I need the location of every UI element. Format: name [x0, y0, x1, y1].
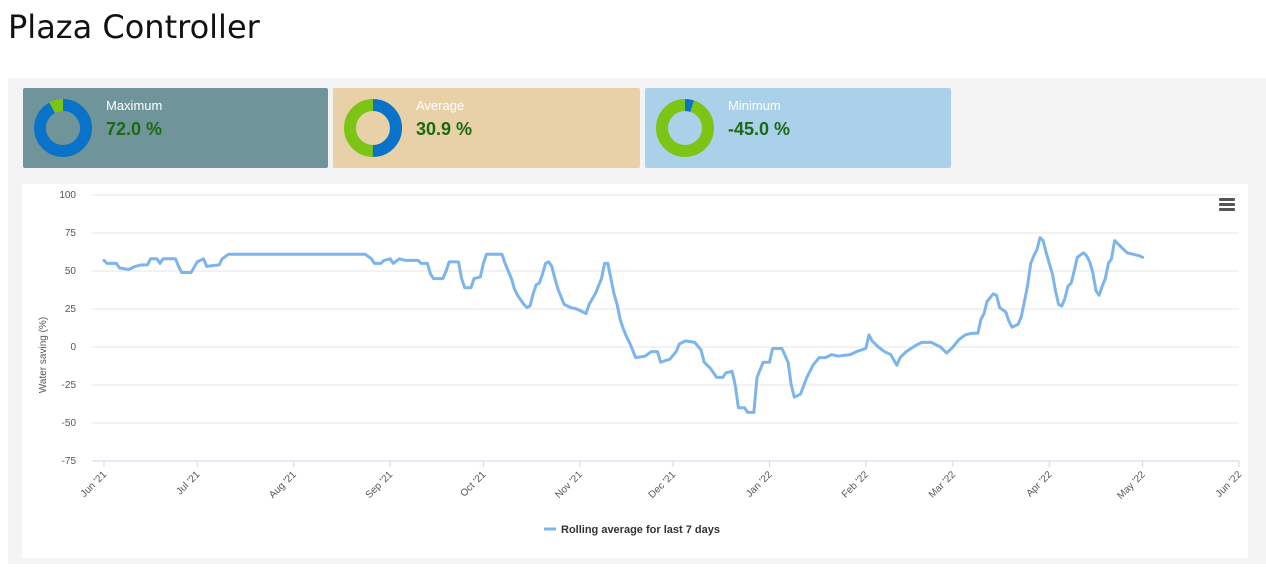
stat-value: 72.0 % — [106, 119, 163, 139]
legend-label: Rolling average for last 7 days — [561, 524, 720, 536]
y-axis: 100 75 50 25 0 -25 -50 -75 — [59, 190, 76, 467]
grid-layer — [92, 194, 1239, 462]
x-tick-label: Jan '22 — [744, 469, 775, 500]
stat-card-average: Average 30.9 % — [333, 88, 640, 168]
series-layer — [102, 236, 1145, 414]
x-tick-label: Sep '21 — [364, 469, 396, 501]
x-tick-label: Aug '21 — [267, 469, 299, 501]
dashboard: Maximum 72.0 % Average 30.9 % Minimum -4… — [8, 78, 1266, 564]
y-tick-label: 0 — [70, 342, 76, 353]
donut-chart-icon — [344, 99, 402, 157]
stat-card-maximum: Maximum 72.0 % — [23, 88, 328, 168]
stat-value: -45.0 % — [728, 119, 791, 139]
series-line — [102, 236, 1145, 414]
stat-label: Average — [416, 98, 465, 113]
x-tick-label: Jun '22 — [1214, 469, 1245, 500]
x-tick-label: Oct '21 — [459, 469, 489, 499]
page-title: Plaza Controller — [8, 8, 260, 46]
x-tick-label: Jun '21 — [79, 469, 110, 500]
x-tick-label: Nov '21 — [553, 469, 585, 501]
donut-segment — [344, 99, 402, 157]
stat-value: 30.9 % — [416, 119, 473, 139]
x-tick-label: Feb '22 — [840, 469, 871, 500]
y-tick-label: -25 — [62, 380, 77, 391]
x-tick-label: Apr '22 — [1024, 469, 1054, 499]
chart-panel: 100 75 50 25 0 -25 -50 -75 Jun '21 Jul '21 Aug '2… — [22, 184, 1248, 558]
line-chart: 100 75 50 25 0 -25 -50 -75 Jun '21 Jul '21 Aug '2… — [38, 190, 1245, 536]
x-tick-label: Jul '21 — [174, 469, 202, 497]
y-tick-label: 75 — [65, 228, 77, 239]
donut-segment — [656, 99, 714, 157]
legend: Rolling average for last 7 days — [544, 524, 720, 536]
y-tick-label: 25 — [65, 304, 77, 315]
x-tick-label: Mar '22 — [927, 469, 958, 500]
stat-card-minimum: Minimum -45.0 % — [645, 88, 951, 168]
x-tick-label: May '22 — [1115, 469, 1148, 502]
y-tick-label: -75 — [62, 456, 77, 467]
stat-label: Maximum — [106, 98, 163, 113]
y-tick-label: 100 — [59, 190, 76, 201]
donut-segment — [34, 99, 92, 157]
stat-label: Minimum — [728, 98, 781, 113]
donut-chart-icon — [656, 99, 714, 157]
y-tick-label: -50 — [62, 418, 77, 429]
hamburger-menu-icon[interactable] — [1219, 198, 1235, 211]
x-tick-label: Dec '21 — [647, 469, 679, 501]
x-axis: Jun '21 Jul '21 Aug '21 Sep '21 Oct '21 Nov '… — [79, 461, 1245, 502]
donut-chart-icon — [34, 99, 92, 157]
y-axis-title: Water saving (%) — [38, 317, 49, 393]
y-tick-label: 50 — [65, 266, 77, 277]
